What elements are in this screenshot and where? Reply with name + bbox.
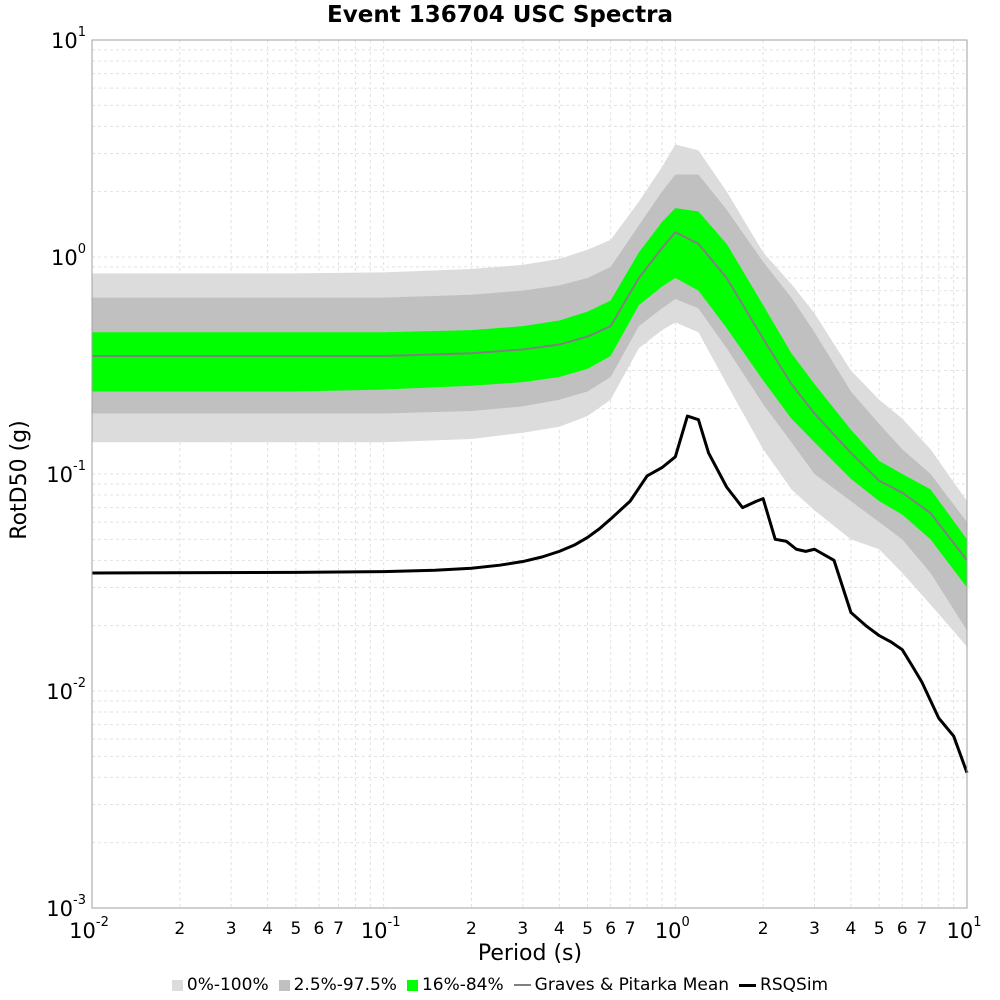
y-axis-label: RotD50 (g): [7, 420, 32, 539]
x-tick-label-minor: 2: [466, 919, 477, 939]
x-tick-label-minor: 2: [174, 919, 185, 939]
legend-swatch-band-0: [171, 979, 183, 991]
legend-label-series-1: RSQSim: [760, 975, 829, 995]
legend-label-band-1: 2.5%-97.5%: [293, 975, 397, 995]
x-tick-label-major-2: 100: [655, 915, 690, 943]
y-tick-label-2: 10-1: [46, 459, 86, 487]
legend-label-band-2: 16%-84%: [421, 975, 504, 995]
y-tick-label-0: 10-3: [46, 893, 86, 921]
series-line-0: [92, 231, 968, 561]
legend-item-band-2: 16%-84%: [406, 975, 504, 995]
y-tick-label-4: 101: [51, 25, 86, 53]
x-tick-label-minor: 7: [916, 919, 927, 939]
x-tick-label-minor: 4: [262, 919, 273, 939]
chart-title: Event 136704 USC Spectra: [327, 2, 673, 28]
plot-frame: [91, 39, 968, 909]
legend-swatch-band-2: [406, 979, 418, 991]
series-lines: [91, 231, 969, 774]
y-tick-label-1: 10-2: [46, 676, 86, 704]
legend-item-series-0: Graves & Pitarka Mean: [513, 975, 730, 995]
x-tick-label-minor: 5: [582, 919, 593, 939]
legend-swatch-series-0: [513, 984, 531, 986]
x-tick-label-minor: 6: [897, 919, 908, 939]
x-tick-label-minor: 3: [517, 919, 528, 939]
legend-item-band-0: 0%-100%: [171, 975, 269, 995]
x-tick-label-minor: 3: [226, 919, 237, 939]
legend-item-series-1: RSQSim: [739, 975, 828, 995]
legend-swatch-series-1: [739, 983, 757, 987]
x-tick-label-minor: 7: [625, 919, 636, 939]
chart-legend: 0%-100% 2.5%-97.5% 16%-84% Graves & Pita…: [0, 970, 1000, 1000]
legend-item-band-1: 2.5%-97.5%: [278, 975, 397, 995]
x-tick-label-minor: 2: [758, 919, 769, 939]
x-tick-label-minor: 3: [809, 919, 820, 939]
band-2: [92, 208, 967, 588]
x-tick-label-minor: 5: [290, 919, 301, 939]
legend-label-series-0: Graves & Pitarka Mean: [534, 975, 730, 995]
legend-swatch-band-1: [278, 979, 290, 991]
x-tick-label-major-3: 101: [946, 915, 981, 943]
x-tick-label-minor: 4: [846, 919, 857, 939]
x-tick-label-minor: 4: [554, 919, 565, 939]
x-tick-label-minor: 5: [874, 919, 885, 939]
y-tick-label-3: 100: [51, 242, 86, 270]
percentile-bands: [92, 144, 967, 647]
x-tick-label-major-1: 10-1: [361, 915, 401, 943]
x-tick-label-minor: 6: [605, 919, 616, 939]
series-line-1: [91, 414, 969, 774]
x-tick-label-major-0: 10-2: [69, 915, 109, 943]
x-axis-label: Period (s): [478, 941, 582, 966]
legend-label-band-0: 0%-100%: [186, 975, 269, 995]
x-tick-label-minor: 6: [314, 919, 325, 939]
x-tick-label-minor: 7: [333, 919, 344, 939]
